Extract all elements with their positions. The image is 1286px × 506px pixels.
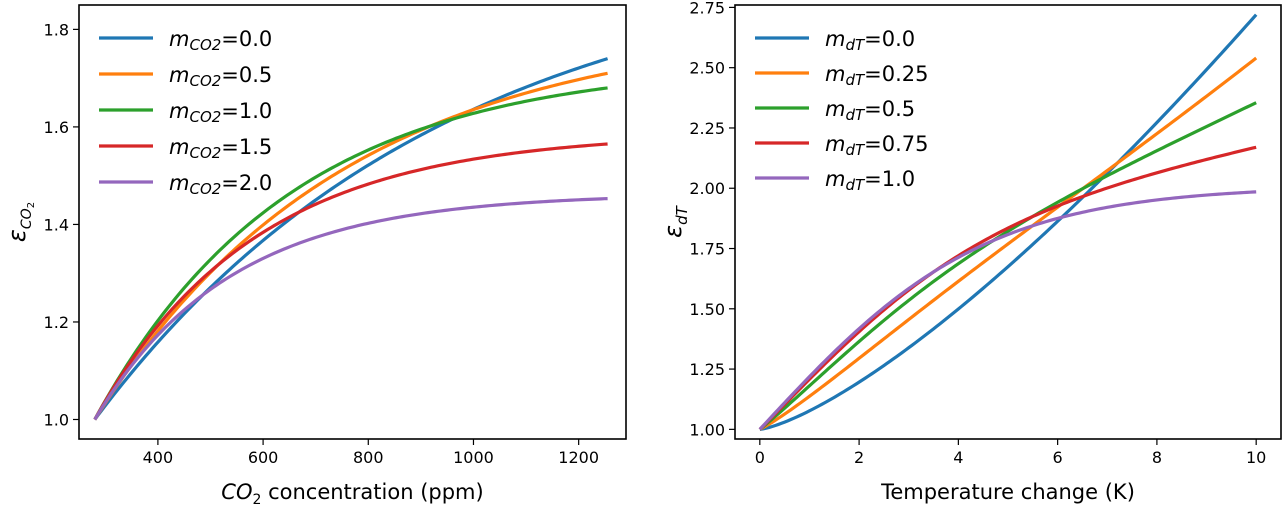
y-tick-label: 1.4: [44, 215, 69, 234]
series-line-3: [93, 142, 608, 421]
x-tick-label: 2: [854, 448, 864, 467]
x-tick-label: 600: [248, 448, 279, 467]
x-tick-label: 800: [353, 448, 384, 467]
y-tick-label: 1.50: [689, 300, 725, 319]
y-tick-label: 2.50: [689, 59, 725, 78]
y-tick-label: 1.8: [44, 20, 69, 39]
x-axis-label: Temperature change (K): [880, 480, 1135, 504]
legend-label-0: mCO2=0.0: [169, 27, 272, 54]
y-axis-label: εCO2: [3, 202, 37, 242]
plot-frame: [734, 4, 1282, 440]
series-line-1: [93, 71, 608, 421]
co2-panel: 400 600 800 1000 1200 1.0 1.2 1.4 1.6 1.8 CO2 conc…: [3, 4, 627, 506]
y-axis-label: εdT: [659, 204, 691, 238]
y-tick-label: 1.25: [689, 360, 725, 379]
plot-frame: [78, 4, 627, 440]
legend-label-4: mCO2=2.0: [169, 171, 272, 198]
x-tick-label: 4: [953, 448, 963, 467]
series-line-0: [93, 57, 609, 421]
y-tick-label: 2.25: [689, 119, 725, 138]
y-tick-label: 1.2: [44, 313, 69, 332]
x-tick-label: 10: [1246, 448, 1266, 467]
temperature-panel: 0 2 4 6 8 10 1.00 1.25 1.50 1.75 2.00 2.25 2.50 2.75 T…: [659, 0, 1282, 504]
legend-label-2: mdT=0.5: [825, 97, 915, 124]
series-line-1: [759, 56, 1258, 431]
legend-label-0: mdT=0.0: [825, 27, 915, 54]
y-tick-label: 1.75: [689, 240, 725, 259]
legend-label-3: mdT=0.75: [825, 132, 929, 159]
series-line-4: [93, 196, 608, 421]
x-tick-label: 400: [143, 448, 174, 467]
y-tick-label: 2.00: [689, 179, 725, 198]
x-tick-label: 1200: [558, 448, 599, 467]
y-tick-label: 1.00: [689, 420, 725, 439]
legend-label-4: mdT=1.0: [825, 167, 915, 194]
series-line-3: [758, 145, 1257, 431]
y-tick-label: 2.75: [689, 0, 725, 17]
x-tick-label: 0: [755, 448, 765, 467]
series-line-2: [93, 86, 608, 421]
y-tick-label: 1.0: [44, 410, 69, 429]
x-tick-label: 1000: [453, 448, 494, 467]
legend-label-2: mCO2=1.0: [169, 99, 272, 126]
x-tick-label: 6: [1053, 448, 1063, 467]
y-tick-label: 1.6: [44, 118, 69, 137]
legend-label-1: mdT=0.25: [825, 62, 929, 89]
series-line-4: [758, 190, 1257, 431]
series-line-0: [759, 13, 1258, 431]
x-tick-label: 8: [1152, 448, 1162, 467]
x-axis-label: CO2 concentration (ppm): [221, 480, 483, 506]
series-line-2: [758, 101, 1257, 431]
legend-label-1: mCO2=0.5: [169, 63, 272, 90]
legend-label-3: mCO2=1.5: [169, 135, 272, 162]
